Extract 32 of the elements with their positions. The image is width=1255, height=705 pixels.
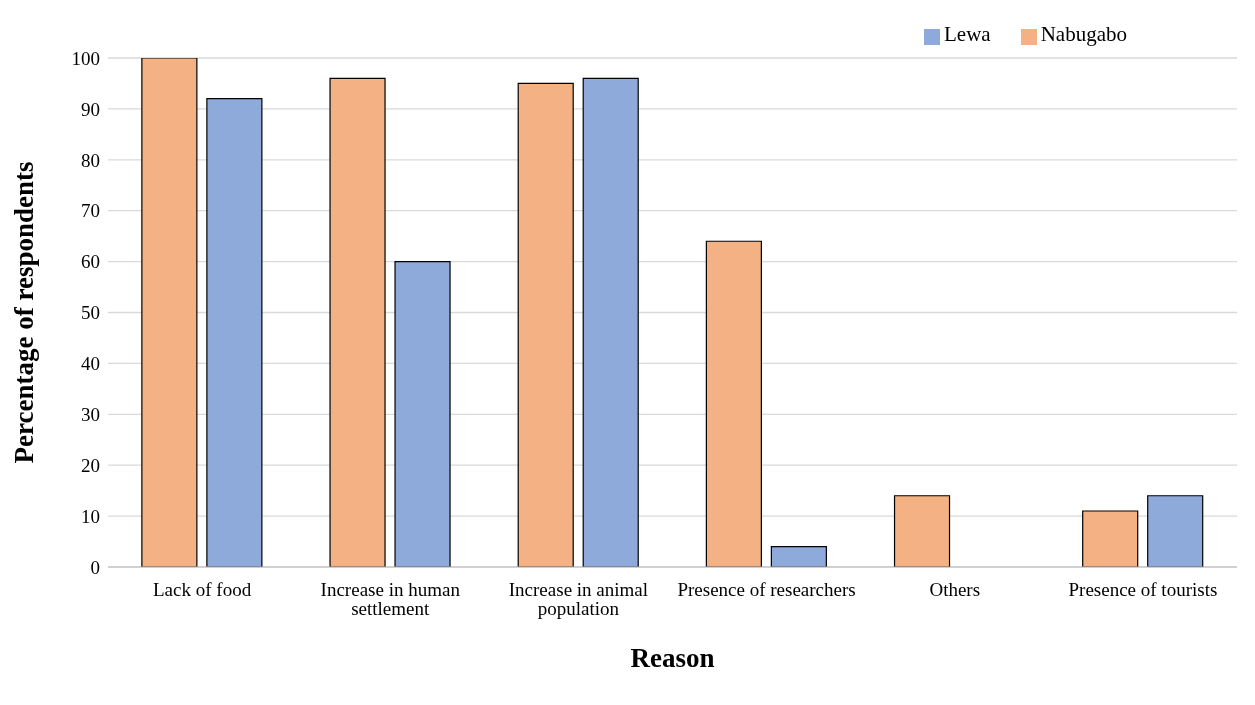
y-tick-label: 0 xyxy=(90,556,100,578)
bar xyxy=(517,82,574,567)
bar xyxy=(206,98,263,567)
y-tick-label: 70 xyxy=(81,200,100,222)
y-tick-label: 30 xyxy=(81,404,100,426)
bar xyxy=(582,77,639,567)
x-tick-label: Presence of tourists xyxy=(1068,579,1218,601)
x-tick-label: Lack of food xyxy=(153,579,252,601)
bar xyxy=(705,240,762,567)
bar xyxy=(893,495,951,567)
bar xyxy=(394,261,451,567)
bar xyxy=(1147,495,1204,567)
y-tick-label: 10 xyxy=(81,505,100,527)
legend-label: Lewa xyxy=(944,22,991,46)
y-tick-label: 80 xyxy=(81,149,100,171)
y-axis-title: Percentage of respondents xyxy=(8,161,39,464)
legend-label: Nabugabo xyxy=(1040,22,1127,46)
bar xyxy=(141,58,198,567)
x-tick-label: Increase in human settlement xyxy=(320,579,461,620)
x-axis-title: Reason xyxy=(630,643,715,673)
x-tick-label: Increase in animal population xyxy=(508,579,649,620)
x-tick-label: Presence of researchers xyxy=(677,579,856,601)
y-tick-label: 40 xyxy=(81,353,100,375)
y-tick-label: 60 xyxy=(81,251,100,273)
y-tick-label: 100 xyxy=(71,47,100,69)
bar xyxy=(770,546,827,567)
x-tick-label: Others xyxy=(929,579,981,601)
y-tick-label: 20 xyxy=(81,454,100,476)
bar xyxy=(329,77,386,567)
bar xyxy=(1082,510,1139,567)
y-tick-label: 50 xyxy=(81,302,100,324)
y-tick-label: 90 xyxy=(81,98,100,120)
